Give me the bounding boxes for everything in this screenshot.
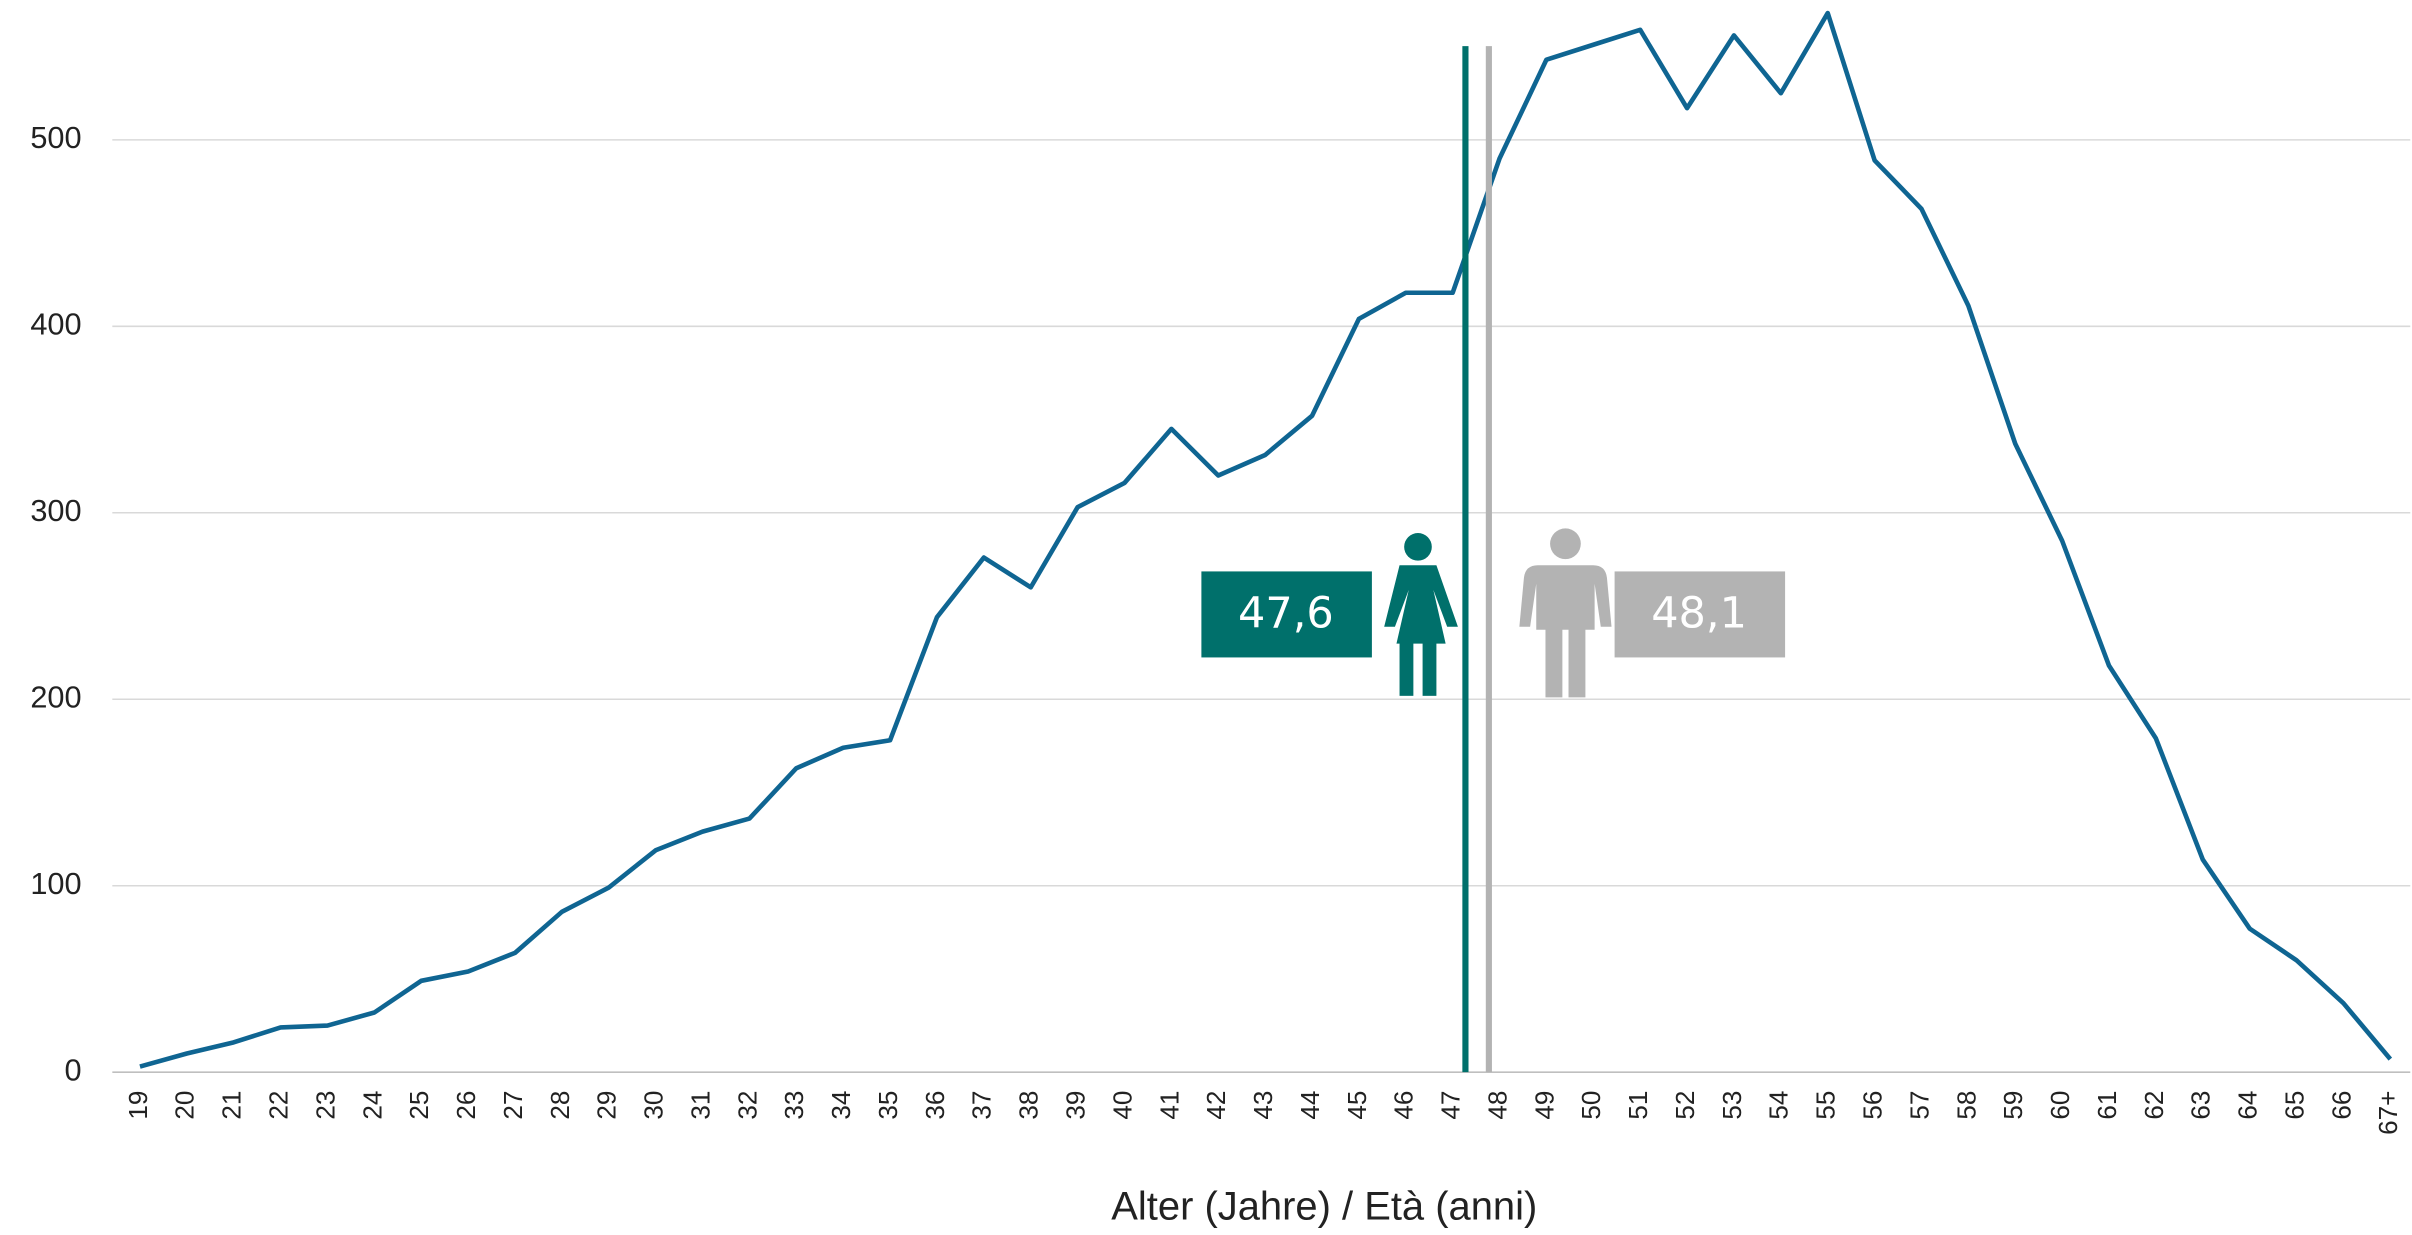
- x-tick-label: 39: [1061, 1091, 1091, 1120]
- x-tick-label: 57: [1904, 1091, 1934, 1120]
- x-tick-label: 52: [1670, 1091, 1700, 1120]
- x-tick-label: 61: [2092, 1091, 2122, 1120]
- female-box: [1201, 571, 1372, 658]
- x-tick-label: 54: [1764, 1091, 1794, 1120]
- x-tick-label: 67+: [2373, 1091, 2403, 1135]
- male-box: [1614, 571, 1786, 658]
- x-tick-label: 65: [2279, 1091, 2309, 1120]
- x-tick-label: 29: [592, 1091, 622, 1120]
- x-tick-label: 32: [732, 1091, 762, 1120]
- data-line: [139, 10, 2393, 1069]
- x-tick-label: 30: [639, 1091, 669, 1120]
- x-tick-label: 23: [310, 1091, 340, 1120]
- x-tick-label: 26: [451, 1091, 481, 1120]
- x-tick-label: 21: [217, 1091, 247, 1120]
- x-tick-label: 25: [404, 1091, 434, 1120]
- x-tick-label: 40: [1107, 1091, 1137, 1120]
- x-tick-label: 49: [1529, 1091, 1559, 1120]
- x-tick-label: 47: [1436, 1091, 1466, 1120]
- y-tick-label: 500: [30, 120, 81, 155]
- x-tick-label: 60: [2045, 1091, 2075, 1120]
- x-tick-label: 64: [2233, 1091, 2263, 1120]
- x-tick-label: 59: [1998, 1091, 2028, 1120]
- x-tick-label: 48: [1482, 1091, 1512, 1120]
- y-tick-label: 200: [30, 679, 81, 714]
- y-tick-label: 400: [30, 306, 81, 341]
- x-tick-label: 58: [1951, 1091, 1981, 1120]
- x-tick-label: 56: [1857, 1091, 1887, 1120]
- y-tick-label: 100: [30, 866, 81, 901]
- x-tick-label: 43: [1248, 1091, 1278, 1120]
- x-tick-label: 53: [1717, 1091, 1747, 1120]
- x-tick-label: 55: [1811, 1091, 1841, 1120]
- x-tick-label: 63: [2186, 1091, 2216, 1120]
- x-tick-label: 66: [2326, 1091, 2356, 1120]
- x-tick-label: 27: [498, 1091, 528, 1120]
- woman-icon: [1384, 533, 1458, 696]
- x-tick-label: 42: [1201, 1091, 1231, 1120]
- x-tick-label: 45: [1342, 1091, 1372, 1120]
- x-tick-label: 35: [873, 1091, 903, 1120]
- x-tick-label: 22: [264, 1091, 294, 1120]
- x-tick-label: 24: [357, 1091, 387, 1120]
- x-tick-label: 33: [779, 1091, 809, 1120]
- x-tick-label: 41: [1154, 1091, 1184, 1120]
- x-tick-label: 46: [1389, 1091, 1419, 1120]
- x-tick-label: 28: [545, 1091, 575, 1120]
- man-icon: [1519, 528, 1612, 698]
- x-tick-label: 44: [1295, 1091, 1325, 1120]
- average-label: 47,6: [1238, 588, 1334, 638]
- x-axis-title: Alter (Jahre) / Età (anni): [1111, 1184, 1537, 1228]
- y-tick-label: 0: [65, 1052, 82, 1087]
- x-tick-label: 19: [123, 1091, 153, 1120]
- x-tick-label: 37: [967, 1091, 997, 1120]
- x-tick-label: 31: [685, 1091, 715, 1120]
- x-tick-label: 50: [1576, 1091, 1606, 1120]
- average-label: 48,1: [1651, 588, 1747, 638]
- x-tick-label: 62: [2139, 1091, 2169, 1120]
- x-tick-label: 36: [920, 1091, 950, 1120]
- x-tick-label: 38: [1014, 1091, 1044, 1120]
- y-tick-label: 300: [30, 493, 81, 528]
- x-tick-label: 34: [826, 1091, 856, 1120]
- x-tick-label: 20: [170, 1091, 200, 1120]
- x-tick-label: 51: [1623, 1091, 1653, 1120]
